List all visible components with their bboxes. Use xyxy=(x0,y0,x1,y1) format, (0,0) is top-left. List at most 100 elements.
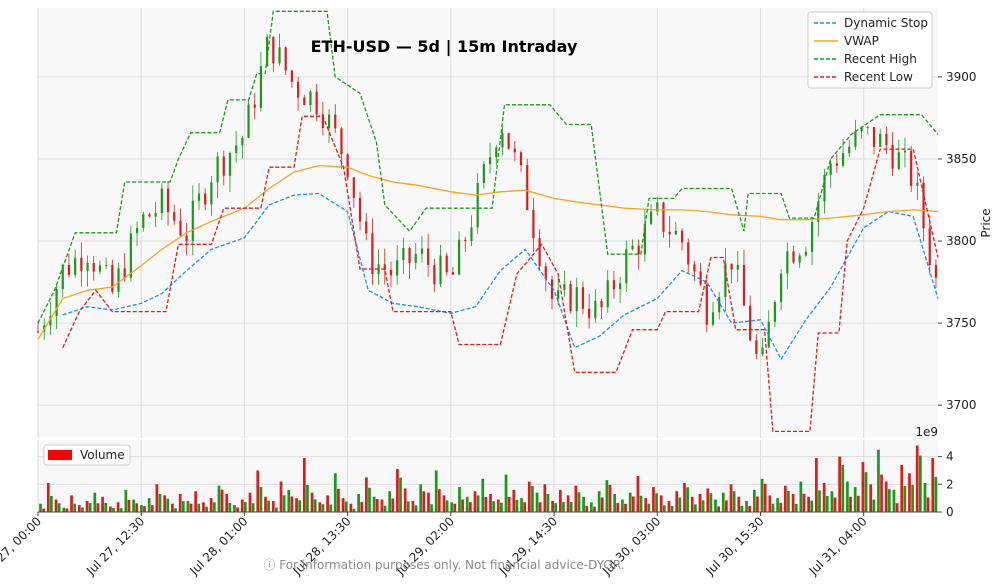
volume-bar xyxy=(908,473,911,512)
candle-body xyxy=(575,287,578,312)
candle-body xyxy=(786,251,789,274)
volume-bar xyxy=(768,495,772,512)
candle-body xyxy=(749,305,752,341)
volume-bar xyxy=(326,495,329,512)
candle-body xyxy=(699,271,702,285)
volume-bar xyxy=(46,482,50,512)
volume-bar xyxy=(202,502,205,512)
candle-body xyxy=(557,290,560,299)
volume-bar xyxy=(42,508,45,512)
volume-bar xyxy=(150,505,154,512)
volume-bar xyxy=(155,484,159,512)
volume-bar xyxy=(546,494,550,512)
candle-body xyxy=(117,268,120,292)
volume-bar xyxy=(872,499,876,512)
candle-body xyxy=(637,245,640,255)
volume-bar xyxy=(365,477,368,512)
candle-body xyxy=(687,242,690,265)
candle-body xyxy=(216,156,219,183)
volume-bar xyxy=(693,504,697,512)
volume-bar xyxy=(582,496,585,512)
volume-bar xyxy=(884,481,888,512)
candle-body xyxy=(86,262,89,271)
candle-body xyxy=(92,262,95,272)
candle-body xyxy=(334,114,337,129)
volume-bar xyxy=(166,498,170,512)
volume-bar xyxy=(450,502,454,512)
volume-bar xyxy=(756,496,759,512)
candle-body xyxy=(105,264,108,266)
volume-bar xyxy=(500,502,503,512)
volume-bar xyxy=(597,491,601,512)
volume-bar xyxy=(360,502,364,512)
volume-bar xyxy=(613,494,617,512)
candle-body xyxy=(389,269,393,276)
volume-bar xyxy=(473,491,477,512)
volume-bar xyxy=(624,503,627,512)
volume-bar xyxy=(701,500,705,512)
candle-body xyxy=(358,197,362,222)
volume-bar xyxy=(740,505,744,512)
volume-bar xyxy=(119,508,123,512)
x-tick-label: Jul 31, 04:00 xyxy=(806,514,870,578)
volume-bar xyxy=(383,505,387,512)
volume-bar xyxy=(275,507,278,512)
volume-bar xyxy=(233,505,236,512)
volume-bar xyxy=(725,500,728,512)
legend-label-recent-low: Recent Low xyxy=(844,70,913,84)
volume-bar xyxy=(631,496,635,512)
volume-bar xyxy=(430,504,433,512)
volume-bar xyxy=(116,502,120,512)
candle-body xyxy=(321,114,324,128)
volume-bar xyxy=(337,488,340,512)
chart-title: ETH-USD — 5d | 15m Intraday xyxy=(311,37,578,57)
candle-body xyxy=(210,182,213,205)
candle-body xyxy=(408,247,411,263)
volume-bar xyxy=(675,491,679,512)
volume-bar xyxy=(911,484,914,512)
volume-bar xyxy=(783,485,787,512)
volume-bar xyxy=(815,458,818,512)
volume-bar xyxy=(566,495,570,512)
volume-bar xyxy=(163,495,167,512)
candle-body xyxy=(352,177,355,198)
candle-body xyxy=(266,36,269,67)
volume-bar xyxy=(636,476,640,512)
candle-body xyxy=(848,146,851,154)
volume-bar xyxy=(391,498,395,512)
volume-bar xyxy=(714,499,717,512)
candle-body xyxy=(606,280,609,308)
volume-bar xyxy=(85,500,89,512)
candle-body xyxy=(253,104,256,108)
volume-bar xyxy=(763,483,767,512)
volume-bar xyxy=(93,492,97,512)
volume-bar xyxy=(543,484,547,512)
candle-body xyxy=(755,340,758,355)
volume-bar xyxy=(279,481,283,512)
volume-bar xyxy=(787,490,790,512)
candle-body xyxy=(588,308,591,319)
volume-legend: Volume xyxy=(43,444,131,466)
volume-bar xyxy=(259,487,263,512)
candle-body xyxy=(272,36,275,64)
volume-bar xyxy=(158,494,162,512)
volume-bar xyxy=(132,499,135,512)
volume-bar xyxy=(251,503,255,512)
candle-body xyxy=(309,91,312,106)
volume-bar xyxy=(442,495,446,512)
candle-body xyxy=(420,248,424,254)
volume-bar xyxy=(271,500,275,512)
candle-body xyxy=(464,239,467,242)
candle-body xyxy=(742,264,746,306)
volume-bar xyxy=(333,473,337,512)
volume-bar xyxy=(62,507,66,512)
candle-body xyxy=(458,239,461,275)
volume-bar xyxy=(807,496,810,512)
volume-bar xyxy=(124,489,128,512)
volume-bar xyxy=(476,495,480,512)
volume-bar xyxy=(264,496,267,512)
volume-bar xyxy=(240,499,244,512)
volume-bar xyxy=(887,489,891,512)
volume-bar xyxy=(810,500,814,512)
candle-body xyxy=(197,193,201,201)
